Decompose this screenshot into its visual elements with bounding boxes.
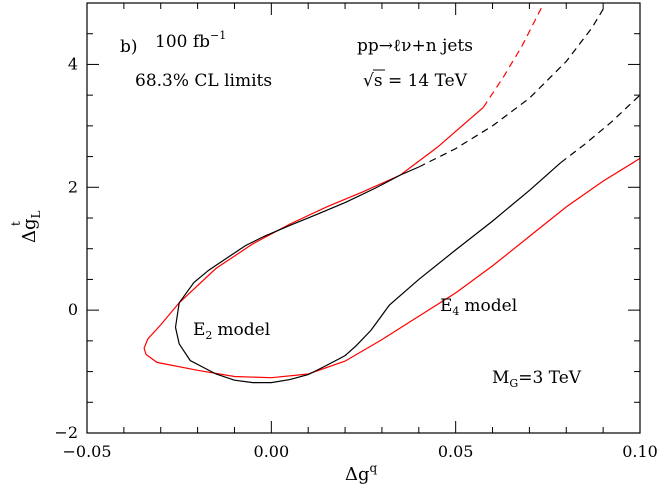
curves-layer bbox=[143, 5, 641, 384]
process-label: pp→ℓν+n jets bbox=[357, 36, 473, 56]
e2-model-label: E2 model bbox=[193, 320, 270, 342]
x-tick-label: 0.10 bbox=[622, 442, 658, 461]
mass-label: MG=3 TeV bbox=[492, 368, 582, 390]
x-tick-label: 0.05 bbox=[438, 442, 474, 461]
y-axis-title-sup: t bbox=[9, 221, 23, 226]
svg-text:ΔgL: ΔgL bbox=[19, 210, 43, 243]
e2-contour-dashed-upper bbox=[418, 5, 606, 168]
e4-model-label: E4 model bbox=[440, 296, 517, 318]
e2-contour-dashed-lower bbox=[560, 94, 641, 164]
energy-label: √s = 14 TeV bbox=[363, 71, 468, 91]
y-tick-label: 4 bbox=[68, 54, 78, 73]
y-tick-label: 2 bbox=[68, 177, 78, 196]
cl-label: 68.3% CL limits bbox=[135, 71, 272, 91]
x-tick-label: 0.00 bbox=[254, 442, 290, 461]
y-axis-title: ΔgL t bbox=[9, 210, 43, 243]
e4-contour-dashed bbox=[482, 5, 543, 108]
x-tick-label: −0.05 bbox=[62, 442, 111, 461]
luminosity-label: 100 fb−1 bbox=[155, 29, 226, 52]
y-tick-label: −2 bbox=[54, 423, 78, 442]
x-axis-title: Δgq bbox=[345, 461, 378, 485]
tick-marks bbox=[86, 2, 641, 434]
y-tick-label: 0 bbox=[68, 300, 78, 319]
e4-contour-solid bbox=[143, 106, 641, 379]
e2-contour-solid bbox=[174, 162, 562, 384]
panel-label: b) bbox=[120, 37, 138, 57]
tick-labels: −0.05 0.00 0.05 0.10 −2 0 2 4 bbox=[54, 54, 657, 461]
